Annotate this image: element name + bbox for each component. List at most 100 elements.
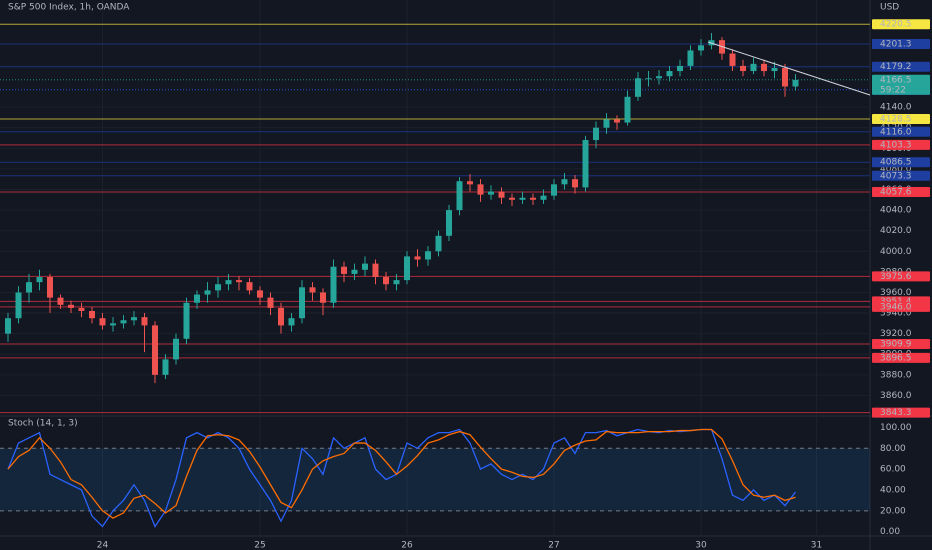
candle-body — [446, 210, 452, 236]
candle-body — [15, 292, 22, 319]
candle-body — [351, 269, 358, 274]
y-tick-label: 4040.0 — [880, 206, 912, 216]
level-label: 3946.0 — [880, 302, 912, 312]
candle-body — [614, 119, 620, 123]
candle-body — [183, 302, 190, 339]
candle-body — [99, 318, 106, 326]
level-label: 3975.6 — [880, 272, 912, 282]
level-label-bg — [872, 407, 930, 418]
candle-body — [645, 78, 652, 80]
level-label: 3896.5 — [880, 353, 912, 363]
candle-body — [26, 282, 32, 293]
x-tick-label: 27 — [548, 541, 559, 550]
candle-body — [393, 280, 400, 285]
candle-body — [299, 287, 305, 319]
candle-body — [561, 179, 568, 185]
level-label-bg — [872, 186, 930, 197]
candle-body — [687, 50, 694, 66]
stoch-tick-label: 80.00 — [880, 444, 906, 454]
candle-body — [110, 323, 116, 326]
stoch-tick-label: 100.00 — [880, 423, 912, 433]
level-label-bg — [872, 126, 930, 137]
last_price-label-bg — [872, 74, 930, 95]
candle-body — [152, 325, 158, 375]
candle-body — [47, 277, 53, 298]
candle-body — [236, 280, 242, 283]
level-label-bg — [872, 113, 930, 124]
currency: USD — [880, 3, 899, 13]
candle-body — [320, 292, 326, 303]
x-tick-label: 25 — [254, 541, 265, 550]
y-tick-label: 3860.0 — [880, 391, 912, 401]
candle-body — [194, 294, 200, 303]
candle-body — [141, 317, 148, 326]
candle-body — [309, 287, 316, 293]
candle-body — [5, 318, 11, 334]
y-tick-label: 3940.0 — [880, 309, 912, 319]
candle-body — [761, 63, 767, 72]
candle-body — [162, 359, 169, 375]
candle-body — [246, 282, 253, 291]
chart-title: S&P 500 Index, 1h, OANDA — [8, 3, 130, 13]
candle-body — [341, 266, 347, 274]
stoch-tick-label: 60.00 — [880, 465, 906, 475]
x-tick-label: 24 — [97, 541, 109, 550]
level-label: 4086.5 — [880, 158, 912, 168]
stoch-tick-label: 40.00 — [880, 485, 906, 495]
candle-body — [372, 263, 379, 278]
candle-body — [36, 277, 43, 283]
candle-body — [635, 78, 641, 97]
candle-body — [404, 256, 410, 281]
candle-body — [288, 318, 295, 326]
candle-body — [498, 191, 505, 198]
candle-body — [530, 197, 536, 200]
candle-body — [425, 251, 431, 260]
level-label: 4201.3 — [880, 39, 912, 49]
level-label-bg — [872, 339, 930, 350]
candle-body — [89, 310, 95, 319]
y-tick-label: 3880.0 — [880, 370, 912, 380]
candle-body — [414, 256, 421, 260]
level-label-bg — [872, 301, 930, 312]
level-label-bg — [872, 271, 930, 282]
candle-body — [456, 181, 463, 211]
level-label: 3843.3 — [880, 408, 912, 418]
level-label: 4103.3 — [880, 140, 912, 150]
candle-body — [78, 307, 85, 311]
candle-body — [572, 179, 578, 188]
candle-body — [540, 195, 547, 200]
candle-body — [467, 181, 473, 185]
candle-body — [204, 290, 211, 295]
level-label-bg — [872, 352, 930, 363]
candle-body — [225, 280, 232, 285]
candle-body — [509, 197, 515, 200]
candle-body — [131, 317, 137, 321]
candle-body — [267, 297, 274, 308]
trend-line — [707, 41, 871, 96]
candle-body — [173, 338, 179, 360]
level-label-bg — [872, 61, 930, 72]
candle-body — [792, 79, 799, 87]
candle-body — [624, 96, 631, 123]
level-label: 4057.6 — [880, 187, 912, 197]
candle-body — [666, 71, 673, 77]
candle-body — [677, 65, 683, 72]
level-label-bg — [872, 170, 930, 181]
level-label: 3951.4 — [880, 297, 912, 307]
candle-body — [750, 63, 757, 72]
last_price-label: 4166.5 — [880, 75, 912, 85]
indicator-title: Stoch (14, 1, 3) — [8, 419, 78, 429]
level-label: 4073.3 — [880, 171, 912, 181]
candle-body — [729, 53, 736, 66]
candle-body — [57, 297, 64, 305]
candle-body — [582, 140, 589, 188]
x-tick-label: 30 — [695, 541, 707, 550]
x-tick-label: 26 — [401, 541, 413, 550]
candle-body — [435, 235, 442, 252]
candle-body — [278, 307, 284, 326]
y-tick-label: 4080.0 — [880, 164, 912, 174]
level-label-bg — [872, 157, 930, 168]
candle-body — [68, 304, 74, 308]
